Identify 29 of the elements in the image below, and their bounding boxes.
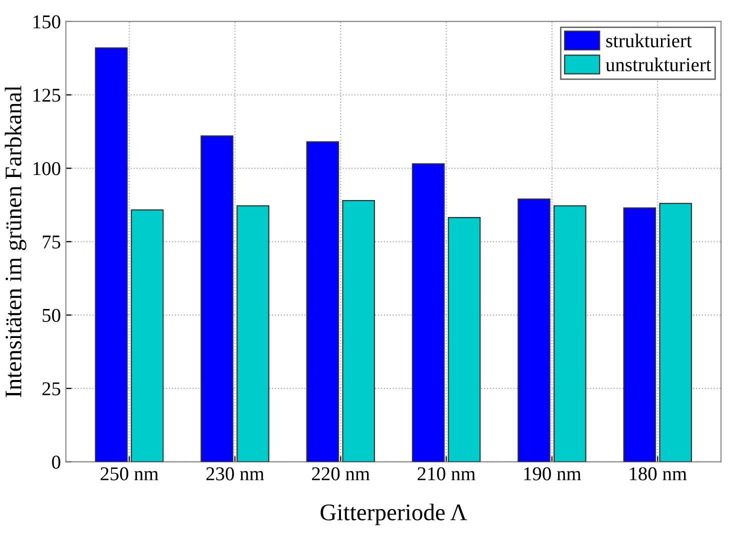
x-tick-label: 190 nm — [524, 467, 582, 480]
bar — [659, 202, 692, 462]
bar — [130, 209, 164, 462]
bar — [412, 163, 445, 462]
y-tick-label: 75 — [42, 236, 60, 249]
bar — [236, 205, 270, 462]
x-tick-label: 180 nm — [630, 467, 687, 480]
bar — [623, 207, 656, 462]
bar — [306, 141, 340, 462]
y-tick-label: 125 — [34, 88, 60, 102]
x-tick-label: 230 nm — [206, 467, 264, 480]
legend-label: unstrukturiert — [606, 58, 712, 72]
bar — [518, 198, 550, 462]
x-tick-label: 220 nm — [312, 467, 370, 480]
bar — [342, 200, 375, 462]
bar — [200, 135, 234, 462]
y-tick-label: 100 — [34, 162, 60, 176]
y-tick-label: 0 — [52, 456, 60, 469]
y-tick-label: 25 — [42, 382, 60, 396]
y-tick-label: 50 — [42, 308, 60, 322]
bar — [554, 205, 586, 462]
x-tick-label: 250 nm — [100, 467, 158, 480]
x-axis-title: Gitterperiode Λ — [320, 504, 468, 526]
bar — [94, 47, 128, 462]
y-axis-title: Intensitäten im grünen Farbkanal — [4, 86, 26, 398]
x-tick-label: 210 nm — [418, 467, 476, 480]
y-tick-label: 150 — [34, 15, 60, 28]
legend-label: strukturiert — [606, 34, 692, 48]
bar — [448, 217, 481, 462]
